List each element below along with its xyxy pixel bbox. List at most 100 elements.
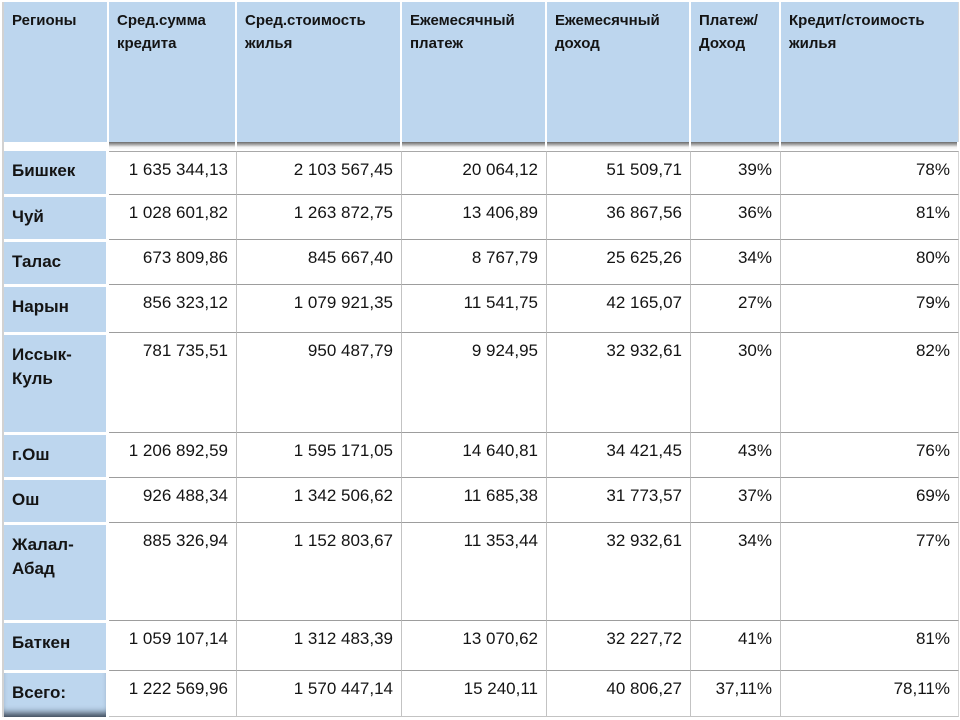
value-cell: 11 541,75	[402, 284, 547, 332]
value-cell: 41%	[691, 620, 781, 670]
value-cell: 82%	[781, 332, 959, 432]
region-cell: Талас	[4, 239, 109, 284]
value-cell: 14 640,81	[402, 432, 547, 477]
value-cell: 79%	[781, 284, 959, 332]
value-cell: 926 488,34	[109, 477, 237, 522]
value-cell: 11 685,38	[402, 477, 547, 522]
region-cell: г.Ош	[4, 432, 109, 477]
value-cell: 27%	[691, 284, 781, 332]
value-cell: 30%	[691, 332, 781, 432]
region-cell: Жалал- Абад	[4, 522, 109, 620]
value-cell: 76%	[781, 432, 959, 477]
table-row: Нарын 856 323,12 1 079 921,35 11 541,75 42 1…	[4, 284, 959, 332]
value-cell: 31 773,57	[547, 477, 691, 522]
value-cell: 1 028 601,82	[109, 194, 237, 239]
region-cell: Иссык- Куль	[4, 332, 109, 432]
region-cell: Ош	[4, 477, 109, 522]
header-row: Регионы Сред.сумма кредита Сред.стоимост…	[4, 2, 959, 142]
value-cell: 36%	[691, 194, 781, 239]
divider-shadow-cell	[237, 142, 402, 151]
table-row: Жалал- Абад 885 326,94 1 152 803,67 11 353,…	[4, 522, 959, 620]
value-cell: 1 570 447,14	[237, 670, 402, 717]
value-cell: 13 406,89	[402, 194, 547, 239]
value-cell: 9 924,95	[402, 332, 547, 432]
value-cell: 845 667,40	[237, 239, 402, 284]
value-cell: 8 767,79	[402, 239, 547, 284]
value-cell: 80%	[781, 239, 959, 284]
header-cell-monthly-income: Ежемесячный доход	[547, 2, 691, 142]
value-cell: 42 165,07	[547, 284, 691, 332]
value-cell: 15 240,11	[402, 670, 547, 717]
value-cell: 1 206 892,59	[109, 432, 237, 477]
value-cell: 43%	[691, 432, 781, 477]
value-cell: 673 809,86	[109, 239, 237, 284]
value-cell: 81%	[781, 194, 959, 239]
value-cell: 77%	[781, 522, 959, 620]
header-cell-payment-income-ratio: Платеж/ Доход	[691, 2, 781, 142]
table-row: г.Ош 1 206 892,59 1 595 171,05 14 640,81 34 …	[4, 432, 959, 477]
header-cell-monthly-payment: Ежемесячный платеж	[402, 2, 547, 142]
value-cell: 1 263 872,75	[237, 194, 402, 239]
value-cell: 69%	[781, 477, 959, 522]
table-row: Талас 673 809,86 845 667,40 8 767,79 25 625,…	[4, 239, 959, 284]
divider-shadow-cell	[547, 142, 691, 151]
value-cell: 11 353,44	[402, 522, 547, 620]
divider-shadow-cell	[402, 142, 547, 151]
header-shadow-divider	[4, 142, 959, 151]
value-cell: 1 312 483,39	[237, 620, 402, 670]
value-cell: 885 326,94	[109, 522, 237, 620]
table-row: Баткен 1 059 107,14 1 312 483,39 13 070,62 3…	[4, 620, 959, 670]
divider-cell	[4, 142, 109, 151]
table-row: Иссык- Куль 781 735,51 950 487,79 9 924,95 3…	[4, 332, 959, 432]
value-cell: 13 070,62	[402, 620, 547, 670]
region-cell: Нарын	[4, 284, 109, 332]
value-cell: 1 635 344,13	[109, 151, 237, 194]
value-cell: 1 059 107,14	[109, 620, 237, 670]
header-cell-avg-credit: Сред.сумма кредита	[109, 2, 237, 142]
value-cell: 78%	[781, 151, 959, 194]
value-cell: 20 064,12	[402, 151, 547, 194]
value-cell: 1 342 506,62	[237, 477, 402, 522]
value-cell: 950 487,79	[237, 332, 402, 432]
region-cell: Чуй	[4, 194, 109, 239]
value-cell: 32 932,61	[547, 332, 691, 432]
header-cell-credit-cost-ratio: Кредит/стоимость жилья	[781, 2, 959, 142]
divider-shadow-cell	[781, 142, 959, 151]
value-cell: 51 509,71	[547, 151, 691, 194]
value-cell: 1 222 569,96	[109, 670, 237, 717]
value-cell: 25 625,26	[547, 239, 691, 284]
table-row: Всего: 1 222 569,96 1 570 447,14 15 240,11 4…	[4, 670, 959, 717]
value-cell: 32 932,61	[547, 522, 691, 620]
region-cell: Баткен	[4, 620, 109, 670]
value-cell: 34%	[691, 522, 781, 620]
value-cell: 40 806,27	[547, 670, 691, 717]
value-cell: 37,11%	[691, 670, 781, 717]
region-cell: Бишкек	[4, 151, 109, 194]
table-header: Регионы Сред.сумма кредита Сред.стоимост…	[4, 2, 959, 151]
table-body: Бишкек 1 635 344,13 2 103 567,45 20 064,12 5…	[4, 151, 959, 717]
table-row: Чуй 1 028 601,82 1 263 872,75 13 406,89 36 8…	[4, 194, 959, 239]
value-cell: 36 867,56	[547, 194, 691, 239]
value-cell: 1 595 171,05	[237, 432, 402, 477]
value-cell: 2 103 567,45	[237, 151, 402, 194]
region-cell: Всего:	[4, 670, 109, 717]
divider-shadow-cell	[691, 142, 781, 151]
divider-shadow-cell	[109, 142, 237, 151]
value-cell: 81%	[781, 620, 959, 670]
header-cell-avg-housing-cost: Сред.стоимость жилья	[237, 2, 402, 142]
value-cell: 34 421,45	[547, 432, 691, 477]
value-cell: 1 152 803,67	[237, 522, 402, 620]
table-row: Бишкек 1 635 344,13 2 103 567,45 20 064,12 5…	[4, 151, 959, 194]
header-cell-regions: Регионы	[4, 2, 109, 142]
value-cell: 856 323,12	[109, 284, 237, 332]
table-row: Ош 926 488,34 1 342 506,62 11 685,38 31 773,…	[4, 477, 959, 522]
value-cell: 37%	[691, 477, 781, 522]
value-cell: 781 735,51	[109, 332, 237, 432]
value-cell: 1 079 921,35	[237, 284, 402, 332]
value-cell: 78,11%	[781, 670, 959, 717]
value-cell: 39%	[691, 151, 781, 194]
value-cell: 34%	[691, 239, 781, 284]
value-cell: 32 227,72	[547, 620, 691, 670]
